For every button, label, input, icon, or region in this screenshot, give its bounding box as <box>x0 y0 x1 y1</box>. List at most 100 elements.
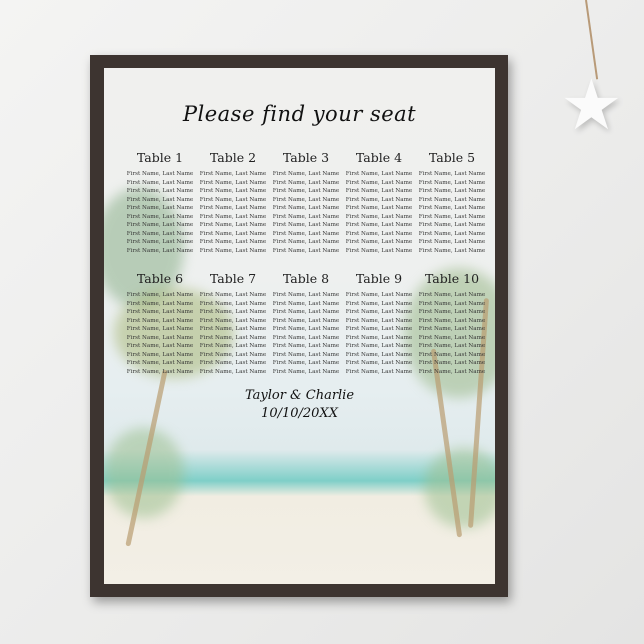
guest-name: First Name, Last Name <box>126 179 194 186</box>
guest-name: First Name, Last Name <box>418 317 486 324</box>
table-name: Table 3 <box>282 150 330 165</box>
star-ornament-icon: ★ <box>560 64 623 146</box>
table-block: Table 10 First Name, Last Name First Name,… <box>418 271 486 376</box>
guest-name: First Name, Last Name <box>126 317 194 324</box>
table-name: Table 4 <box>355 150 403 165</box>
guest-name: First Name, Last Name <box>272 317 340 324</box>
guest-name: First Name, Last Name <box>272 196 340 203</box>
table-name: Table 9 <box>355 271 403 286</box>
guest-name: First Name, Last Name <box>345 222 413 228</box>
guest-name: First Name, Last Name <box>418 292 486 298</box>
guest-name: First Name, Last Name <box>199 300 267 307</box>
guest-name: First Name, Last Name <box>272 351 340 358</box>
guest-name: First Name, Last Name <box>126 334 194 341</box>
guest-name: First Name, Last Name <box>345 292 413 298</box>
guest-name: First Name, Last Name <box>126 230 194 237</box>
guest-name: First Name, Last Name <box>199 230 267 237</box>
guest-name: First Name, Last Name <box>199 343 267 349</box>
guest-name: First Name, Last Name <box>345 196 413 203</box>
guest-name: First Name, Last Name <box>272 368 340 375</box>
guest-name: First Name, Last Name <box>418 188 486 194</box>
guest-name: First Name, Last Name <box>272 188 340 194</box>
guest-name: First Name, Last Name <box>418 213 486 220</box>
guest-name: First Name, Last Name <box>272 213 340 220</box>
guest-name: First Name, Last Name <box>418 300 486 307</box>
table-name: Table 6 <box>136 271 184 286</box>
table-row-2: Table 6 First Name, Last Name First Name, … <box>126 271 486 376</box>
guest-name: First Name, Last Name <box>126 196 194 203</box>
guest-name: First Name, Last Name <box>272 239 340 245</box>
table-block: Table 9 First Name, Last Name First Name, … <box>345 271 413 376</box>
guest-name: First Name, Last Name <box>199 196 267 203</box>
guest-name: First Name, Last Name <box>272 247 340 254</box>
guest-name: First Name, Last Name <box>418 247 486 254</box>
guest-name: First Name, Last Name <box>418 196 486 203</box>
guest-name: First Name, Last Name <box>345 213 413 220</box>
guest-name: First Name, Last Name <box>418 360 486 366</box>
guest-name: First Name, Last Name <box>199 205 267 211</box>
guest-name: First Name, Last Name <box>126 292 194 298</box>
guest-name: First Name, Last Name <box>199 213 267 220</box>
guest-name: First Name, Last Name <box>126 205 194 211</box>
guest-name: First Name, Last Name <box>418 343 486 349</box>
table-block: Table 8 First Name, Last Name First Name, … <box>272 271 340 376</box>
guest-name: First Name, Last Name <box>199 317 267 324</box>
guest-name: First Name, Last Name <box>418 368 486 375</box>
guest-name: First Name, Last Name <box>199 292 267 298</box>
table-block: Table 2 First Name, Last Name First Name, … <box>199 150 267 255</box>
guest-name: First Name, Last Name <box>345 179 413 186</box>
guest-name: First Name, Last Name <box>345 247 413 254</box>
guest-name: First Name, Last Name <box>126 368 194 375</box>
guest-name: First Name, Last Name <box>345 309 413 315</box>
table-block: Table 1 First Name, Last Name First Name, … <box>126 150 194 255</box>
guest-name: First Name, Last Name <box>345 343 413 349</box>
guest-name: First Name, Last Name <box>199 188 267 194</box>
guest-name: First Name, Last Name <box>418 239 486 245</box>
guest-name: First Name, Last Name <box>126 188 194 194</box>
guest-name: First Name, Last Name <box>272 343 340 349</box>
guest-name: First Name, Last Name <box>199 239 267 245</box>
guest-name: First Name, Last Name <box>126 309 194 315</box>
poster-title: Please find your seat <box>182 102 417 126</box>
table-block: Table 6 First Name, Last Name First Name, … <box>126 271 194 376</box>
guest-name: First Name, Last Name <box>418 334 486 341</box>
guest-name: First Name, Last Name <box>199 222 267 228</box>
guest-name: First Name, Last Name <box>272 230 340 237</box>
guest-name: First Name, Last Name <box>418 230 486 237</box>
table-name: Table 8 <box>282 271 330 286</box>
guest-name: First Name, Last Name <box>199 360 267 366</box>
guest-name: First Name, Last Name <box>126 247 194 254</box>
guest-name: First Name, Last Name <box>272 205 340 211</box>
guest-name: First Name, Last Name <box>418 205 486 211</box>
guest-name: First Name, Last Name <box>345 230 413 237</box>
guest-name: First Name, Last Name <box>345 351 413 358</box>
guest-name: First Name, Last Name <box>126 300 194 307</box>
guest-name: First Name, Last Name <box>199 326 267 332</box>
guest-name: First Name, Last Name <box>345 171 413 177</box>
guest-name: First Name, Last Name <box>345 326 413 332</box>
guest-name: First Name, Last Name <box>418 179 486 186</box>
guest-name: First Name, Last Name <box>199 171 267 177</box>
guest-name: First Name, Last Name <box>345 239 413 245</box>
guest-name: First Name, Last Name <box>345 360 413 366</box>
couple-names: Taylor & Charlie <box>244 388 355 403</box>
guest-name: First Name, Last Name <box>126 239 194 245</box>
guest-name: First Name, Last Name <box>418 171 486 177</box>
guest-name: First Name, Last Name <box>272 300 340 307</box>
guest-name: First Name, Last Name <box>126 171 194 177</box>
guest-name: First Name, Last Name <box>199 334 267 341</box>
seating-chart-poster: Please find your seat Table 1 First Name,… <box>104 68 495 584</box>
table-block: Table 5 First Name, Last Name First Name, … <box>418 150 486 255</box>
table-row-1: Table 1 First Name, Last Name First Name, … <box>126 150 486 255</box>
guest-name: First Name, Last Name <box>126 213 194 220</box>
guest-name: First Name, Last Name <box>272 360 340 366</box>
guest-name: First Name, Last Name <box>199 309 267 315</box>
guest-name: First Name, Last Name <box>418 351 486 358</box>
table-name: Table 7 <box>209 271 257 286</box>
table-name: Table 2 <box>209 150 257 165</box>
guest-name: First Name, Last Name <box>199 351 267 358</box>
table-block: Table 3 First Name, Last Name First Name, … <box>272 150 340 255</box>
guest-name: First Name, Last Name <box>126 326 194 332</box>
guest-name: First Name, Last Name <box>272 222 340 228</box>
table-name: Table 1 <box>136 150 184 165</box>
